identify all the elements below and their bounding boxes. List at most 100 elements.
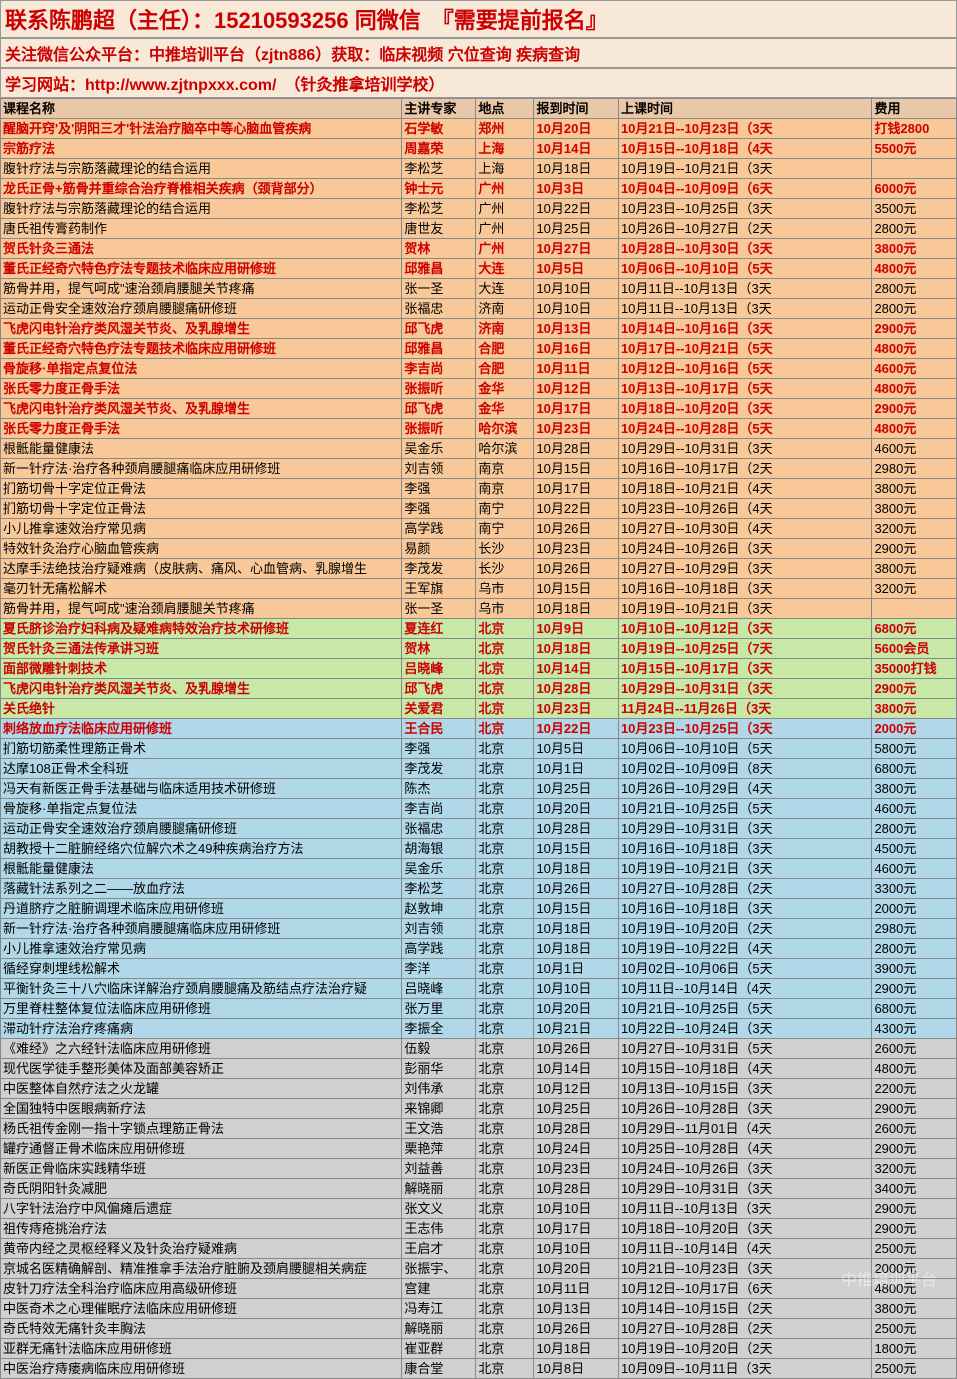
table-cell [872, 599, 957, 619]
table-cell: 10月15日 [534, 839, 619, 859]
table-cell: 10月22日 [534, 499, 619, 519]
table-cell: 贺林 [402, 239, 476, 259]
table-cell: 10月27日--10月30日（4天 [618, 519, 872, 539]
table-cell: 2900元 [872, 399, 957, 419]
col-location: 地点 [476, 99, 534, 119]
table-cell: 10月11日--10月13日（3天 [618, 279, 872, 299]
table-cell: 10月19日--10月20日（2天 [618, 919, 872, 939]
table-cell: 3200元 [872, 1159, 957, 1179]
table-cell: 邱雅昌 [402, 259, 476, 279]
table-row: 亚群无痛针法临床应用研修班崔亚群北京10月18日10月19日--10月20日（2… [1, 1339, 957, 1359]
table-cell: 2800元 [872, 939, 957, 959]
table-cell: 丹道脐疗之脏腑调理术临床应用研修班 [1, 899, 402, 919]
table-cell: 10月19日--10月25日（7天 [618, 639, 872, 659]
table-cell: 10月14日 [534, 139, 619, 159]
table-cell: 李茂发 [402, 559, 476, 579]
table-row: 循经穿刺埋线松解术李洋北京10月1日10月02日--10月06日（5天3900元 [1, 959, 957, 979]
table-cell: 北京 [476, 1259, 534, 1279]
table-row: 全国独特中医眼病新疗法来锦卿北京10月25日10月26日--10月28日（3天2… [1, 1099, 957, 1119]
table-cell: 北京 [476, 739, 534, 759]
table-cell: 亚群无痛针法临床应用研修班 [1, 1339, 402, 1359]
table-row: 小儿推拿速效治疗常见病高学践南宁10月26日10月27日--10月30日（4天3… [1, 519, 957, 539]
table-cell: 5500元 [872, 139, 957, 159]
table-cell: 10月18日 [534, 939, 619, 959]
table-cell: 北京 [476, 799, 534, 819]
table-cell: 10月21日--10月23日（3天 [618, 1259, 872, 1279]
table-cell: 贺氏针灸三通法传承讲习班 [1, 639, 402, 659]
table-cell: 京城名医精确解剖、精准推拿手法治疗脏腑及颈肩腰腿相关病症 [1, 1259, 402, 1279]
table-cell: 10月26日 [534, 879, 619, 899]
table-row: 运动正骨安全速效治疗颈肩腰腿痛研修班张福忠北京10月28日10月29日--10月… [1, 819, 957, 839]
course-table: 课程名称 主讲专家 地点 报到时间 上课时间 费用 醒脑开窍'及'阴阳三才'针法… [0, 98, 957, 1379]
table-cell: 10月28日 [534, 439, 619, 459]
table-header-row: 课程名称 主讲专家 地点 报到时间 上课时间 费用 [1, 99, 957, 119]
website-link[interactable]: http://www.zjtnpxxx.com/ [85, 77, 276, 94]
table-cell: 10月13日 [534, 1299, 619, 1319]
table-row: 贺氏针灸三通法贺林广州10月27日10月28日--10月30日（3天3800元 [1, 239, 957, 259]
table-cell: 10月15日 [534, 459, 619, 479]
table-cell: 邱飞虎 [402, 399, 476, 419]
table-cell: 10月13日--10月15日（3天 [618, 1079, 872, 1099]
table-cell: 飞虎闪电针治疗类风湿关节炎、及乳腺增生 [1, 399, 402, 419]
table-cell: 吴金乐 [402, 859, 476, 879]
table-cell: 济南 [476, 319, 534, 339]
table-cell: 10月20日 [534, 119, 619, 139]
table-cell: 张一圣 [402, 599, 476, 619]
table-cell: 10月11日--10月13日（3天 [618, 299, 872, 319]
website-prefix: 学习网站： [5, 77, 85, 94]
table-cell: 4800元 [872, 1059, 957, 1079]
table-row: 骨旋移·单指定点复位法李吉尚北京10月20日10月21日--10月25日（5天4… [1, 799, 957, 819]
table-cell: 3800元 [872, 239, 957, 259]
table-cell: 李强 [402, 739, 476, 759]
table-cell: 10月11日 [534, 359, 619, 379]
table-cell: 夏氏脐诊治疗妇科病及疑难病特效治疗技术研修班 [1, 619, 402, 639]
table-cell: 王文浩 [402, 1119, 476, 1139]
table-row: 面部微雕针刺技术吕晓峰北京10月14日10月15日--10月17日（3天3500… [1, 659, 957, 679]
table-cell: 10月10日 [534, 1199, 619, 1219]
table-row: 腹针疗法与宗筋落藏理论的结合运用李松芝上海10月18日10月19日--10月21… [1, 159, 957, 179]
table-cell: 10月24日 [534, 1139, 619, 1159]
table-cell: 2980元 [872, 919, 957, 939]
table-cell: 10月26日 [534, 519, 619, 539]
table-cell: 4800元 [872, 259, 957, 279]
table-row: 《难经》之六经针法临床应用研修班伍毅北京10月26日10月27日--10月31日… [1, 1039, 957, 1059]
table-cell: 钟士元 [402, 179, 476, 199]
table-cell: 哈尔滨 [476, 439, 534, 459]
table-cell: 广州 [476, 199, 534, 219]
table-row: 关氏绝针关爱君北京10月23日11月24日--11月26日（3天3800元 [1, 699, 957, 719]
table-row: 董氏正经奇穴特色疗法专题技术临床应用研修班邱雅昌合肥10月16日10月17日--… [1, 339, 957, 359]
table-cell: 10月18日 [534, 859, 619, 879]
table-cell: 南宁 [476, 499, 534, 519]
table-cell: 高学践 [402, 519, 476, 539]
table-cell: 10月10日 [534, 279, 619, 299]
table-cell: 10月26日--10月29日（4天 [618, 779, 872, 799]
table-cell: 10月23日--10月25日（3天 [618, 199, 872, 219]
table-cell: 2800元 [872, 219, 957, 239]
table-cell: 10月25日 [534, 779, 619, 799]
table-cell: 10月11日--10月13日（3天 [618, 1199, 872, 1219]
table-cell: 5600会员 [872, 639, 957, 659]
table-cell: 北京 [476, 659, 534, 679]
table-cell: 10月18日--10月20日（3天 [618, 1219, 872, 1239]
table-row: 小儿推拿速效治疗常见病高学践北京10月18日10月19日--10月22日（4天2… [1, 939, 957, 959]
table-cell: 现代医学徒手整形美体及面部美容矫正 [1, 1059, 402, 1079]
table-cell: 董氏正经奇穴特色疗法专题技术临床应用研修班 [1, 259, 402, 279]
table-cell: 张氏零力度正骨手法 [1, 379, 402, 399]
table-cell: 运动正骨安全速效治疗颈肩腰腿痛研修班 [1, 819, 402, 839]
table-cell: 北京 [476, 1219, 534, 1239]
table-cell: 10月24日--10月26日（3天 [618, 539, 872, 559]
table-cell: 2200元 [872, 1079, 957, 1099]
table-cell: 康合堂 [402, 1359, 476, 1379]
table-cell: 毫刃针无痛松解术 [1, 579, 402, 599]
table-cell: 10月16日--10月18日（3天 [618, 839, 872, 859]
table-row: 杨氏祖传金刚一指十字锁点理筋正骨法王文浩北京10月28日10月29日--11月0… [1, 1119, 957, 1139]
table-cell: 李强 [402, 499, 476, 519]
table-cell: 新一针疗法·治疗各种颈肩腰腿痛临床应用研修班 [1, 459, 402, 479]
table-row: 扪筋切骨十字定位正骨法李强南京10月17日10月18日--10月21日（4天38… [1, 479, 957, 499]
table-cell: 北京 [476, 1119, 534, 1139]
table-cell: 胡教授十二脏腑经络穴位解穴术之49种疾病治疗方法 [1, 839, 402, 859]
table-cell: 3800元 [872, 559, 957, 579]
table-row: 骨旋移·单指定点复位法李吉尚合肥10月11日10月12日--10月16日（5天4… [1, 359, 957, 379]
table-cell: 10月26日--10月27日（2天 [618, 219, 872, 239]
table-cell: 张一圣 [402, 279, 476, 299]
